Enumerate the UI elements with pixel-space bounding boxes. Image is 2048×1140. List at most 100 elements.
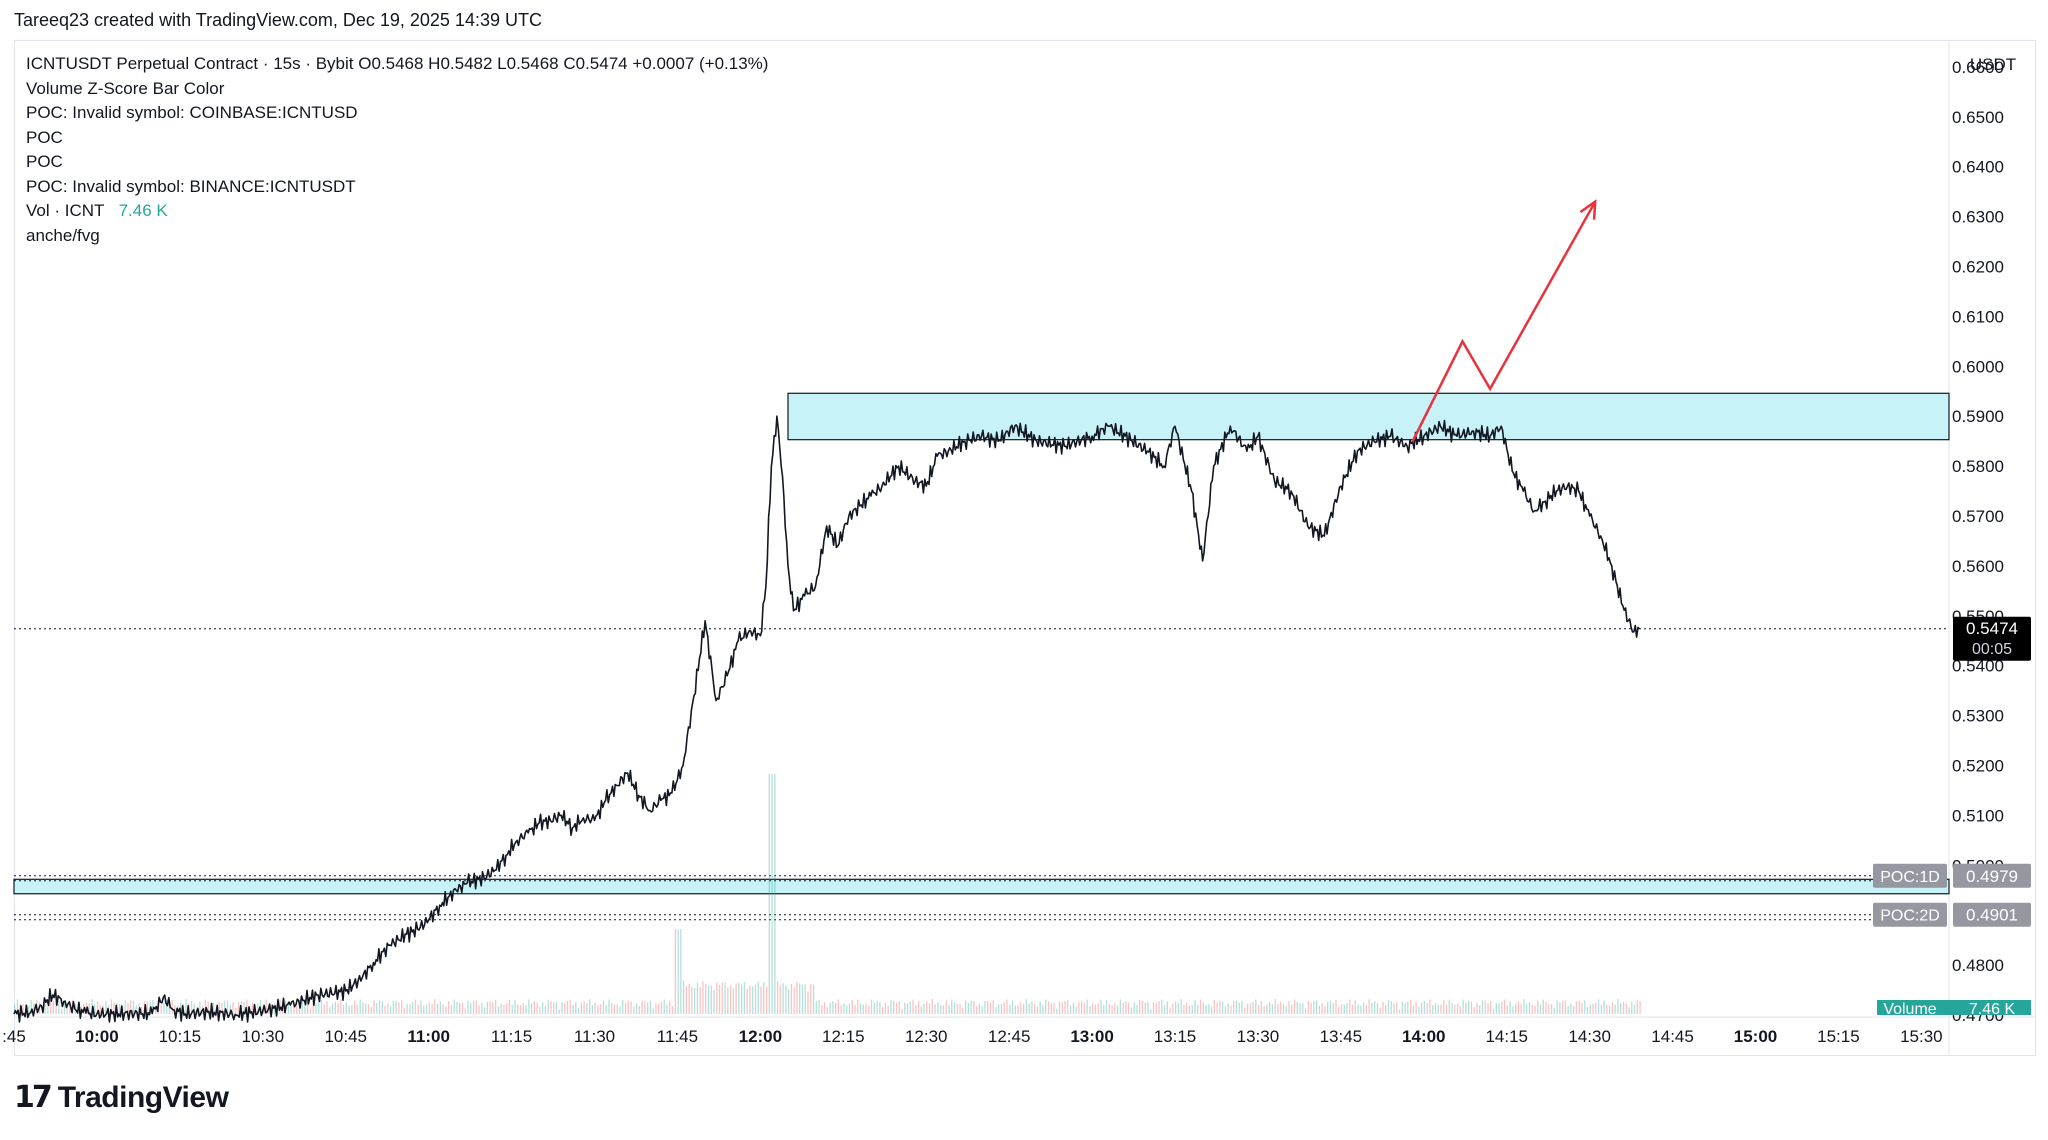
volume-bar xyxy=(1534,1005,1536,1014)
indicator-volume[interactable]: Vol · ICNT 7.46 K xyxy=(26,199,768,224)
volume-bar xyxy=(1100,999,1102,1014)
price-tick-label: 0.4800 xyxy=(1952,956,2004,975)
volume-bar xyxy=(207,1001,209,1014)
volume-bar xyxy=(442,1004,444,1014)
resistance-zone[interactable] xyxy=(787,392,1950,441)
volume-bar xyxy=(1119,999,1122,1014)
volume-bar xyxy=(1586,1006,1589,1014)
volume-bar xyxy=(345,1002,348,1014)
volume-bar xyxy=(470,1002,472,1014)
volume-bar xyxy=(1492,1008,1495,1014)
volume-bar xyxy=(483,1007,486,1014)
volume-bar xyxy=(1398,1009,1401,1014)
volume-bar xyxy=(763,982,765,1014)
price-tick-label: 0.5900 xyxy=(1952,407,2004,426)
volume-bar xyxy=(66,1003,68,1014)
volume-bar xyxy=(348,1005,350,1014)
volume-bar xyxy=(1086,999,1088,1014)
volume-bar xyxy=(1045,999,1047,1014)
volume-bar xyxy=(1448,999,1450,1014)
volume-bar xyxy=(989,1002,992,1014)
volume-bar xyxy=(1412,1005,1415,1014)
volume-bar xyxy=(583,1001,585,1014)
volume-bar xyxy=(895,1002,898,1014)
indicator-poc-1[interactable]: POC xyxy=(26,127,63,147)
volume-bar xyxy=(1321,1003,1323,1014)
time-axis[interactable]: :45 10:00 10:15 10:30 10:45 11:00 11:15 11:30 11… xyxy=(2,1027,1942,1046)
poc-label-tag[interactable] xyxy=(1873,902,1947,927)
volume-tag[interactable] xyxy=(1877,1000,2031,1015)
volume-bar xyxy=(1299,1003,1301,1014)
volume-bar xyxy=(381,1001,383,1014)
volume-bar xyxy=(1000,1003,1003,1014)
volume-bar xyxy=(359,999,361,1014)
volume-bar xyxy=(1011,1000,1014,1014)
volume-bar xyxy=(655,1003,657,1014)
volume-bar xyxy=(893,1000,895,1014)
volume-bar xyxy=(597,1005,599,1014)
volume-bar xyxy=(1125,1000,1127,1014)
volume-bar xyxy=(724,982,726,1014)
volume-bar xyxy=(837,999,840,1014)
volume-bar xyxy=(459,1003,461,1014)
volume-bar xyxy=(1625,1003,1627,1014)
volume-bar xyxy=(1396,1002,1398,1014)
volume-bar xyxy=(707,985,710,1014)
support-zone[interactable] xyxy=(13,878,1950,895)
price-tick-label: 0.6500 xyxy=(1952,108,2004,127)
volume-bar xyxy=(356,1005,359,1014)
volume-bar xyxy=(1053,1002,1055,1014)
symbol-info-line[interactable]: ICNTUSDT Perpetual Contract · 15s · Bybi… xyxy=(26,54,769,73)
tradingview-brand[interactable]: 17 TradingView xyxy=(14,1080,229,1115)
volume-bar xyxy=(732,988,735,1014)
volume-bar xyxy=(204,999,207,1014)
volume-bar xyxy=(60,1008,63,1014)
volume-bar xyxy=(1506,1005,1509,1014)
volume-bar xyxy=(500,1003,502,1014)
volume-bar xyxy=(1484,1000,1486,1014)
volume-bar xyxy=(1094,1004,1097,1014)
poc-label-tag[interactable] xyxy=(1873,863,1947,888)
volume-bar xyxy=(447,1001,450,1014)
volume-bar xyxy=(273,1003,276,1014)
volume-bar xyxy=(611,1003,613,1014)
indicator-volume-zscore[interactable]: Volume Z-Score Bar Color xyxy=(26,78,225,98)
volume-bar xyxy=(450,1005,453,1014)
volume-bar xyxy=(1280,1001,1282,1014)
volume-bar xyxy=(931,999,934,1014)
price-tick-label: 0.5700 xyxy=(1952,507,2004,526)
indicator-poc-2[interactable]: POC xyxy=(26,152,63,171)
volume-bar xyxy=(1072,1002,1075,1014)
price-axis[interactable]: 0.6600 0.6500 0.6400 0.6300 0.6200 0.6100 0.60… xyxy=(1952,58,2004,1025)
volume-bar xyxy=(1633,1004,1636,1014)
indicator-poc-coinbase[interactable]: POC: Invalid symbol: COINBASE:ICNTUSD xyxy=(26,103,358,122)
volume-bar xyxy=(729,985,732,1014)
volume-bar xyxy=(638,1006,641,1014)
poc-value-tag[interactable] xyxy=(1953,902,2031,927)
currency-label[interactable]: USDT xyxy=(1970,55,2016,74)
bar-countdown: 00:05 xyxy=(1972,641,2012,658)
volume-bar xyxy=(660,1001,663,1014)
volume-bar xyxy=(1559,1002,1561,1014)
last-price-value: 0.5474 xyxy=(1966,619,2018,638)
volume-bar xyxy=(113,1002,115,1014)
indicator-fvg[interactable]: anche/fvg xyxy=(26,225,100,245)
poc-value-tag[interactable] xyxy=(1953,863,2031,888)
volume-bar xyxy=(1216,1002,1218,1014)
volume-bar xyxy=(323,1004,325,1014)
volume-bar xyxy=(1031,1001,1033,1014)
time-tick-label: 15:00 xyxy=(1734,1027,1777,1046)
volume-bar xyxy=(420,1000,422,1014)
volume-bar xyxy=(1122,1002,1124,1014)
volume-bar xyxy=(815,1000,817,1014)
last-price-tag[interactable] xyxy=(1953,616,2031,661)
volume-bar xyxy=(88,1003,90,1014)
price-tick-label: 0.5600 xyxy=(1952,557,2004,576)
volume-bar xyxy=(940,1005,942,1014)
indicator-poc-binance[interactable]: POC: Invalid symbol: BINANCE:ICNTUSDT xyxy=(26,176,356,196)
volume-bar xyxy=(1542,999,1544,1014)
volume-bar xyxy=(682,981,685,1014)
volume-bar xyxy=(1606,1004,1608,1014)
volume-bar xyxy=(503,1004,505,1014)
